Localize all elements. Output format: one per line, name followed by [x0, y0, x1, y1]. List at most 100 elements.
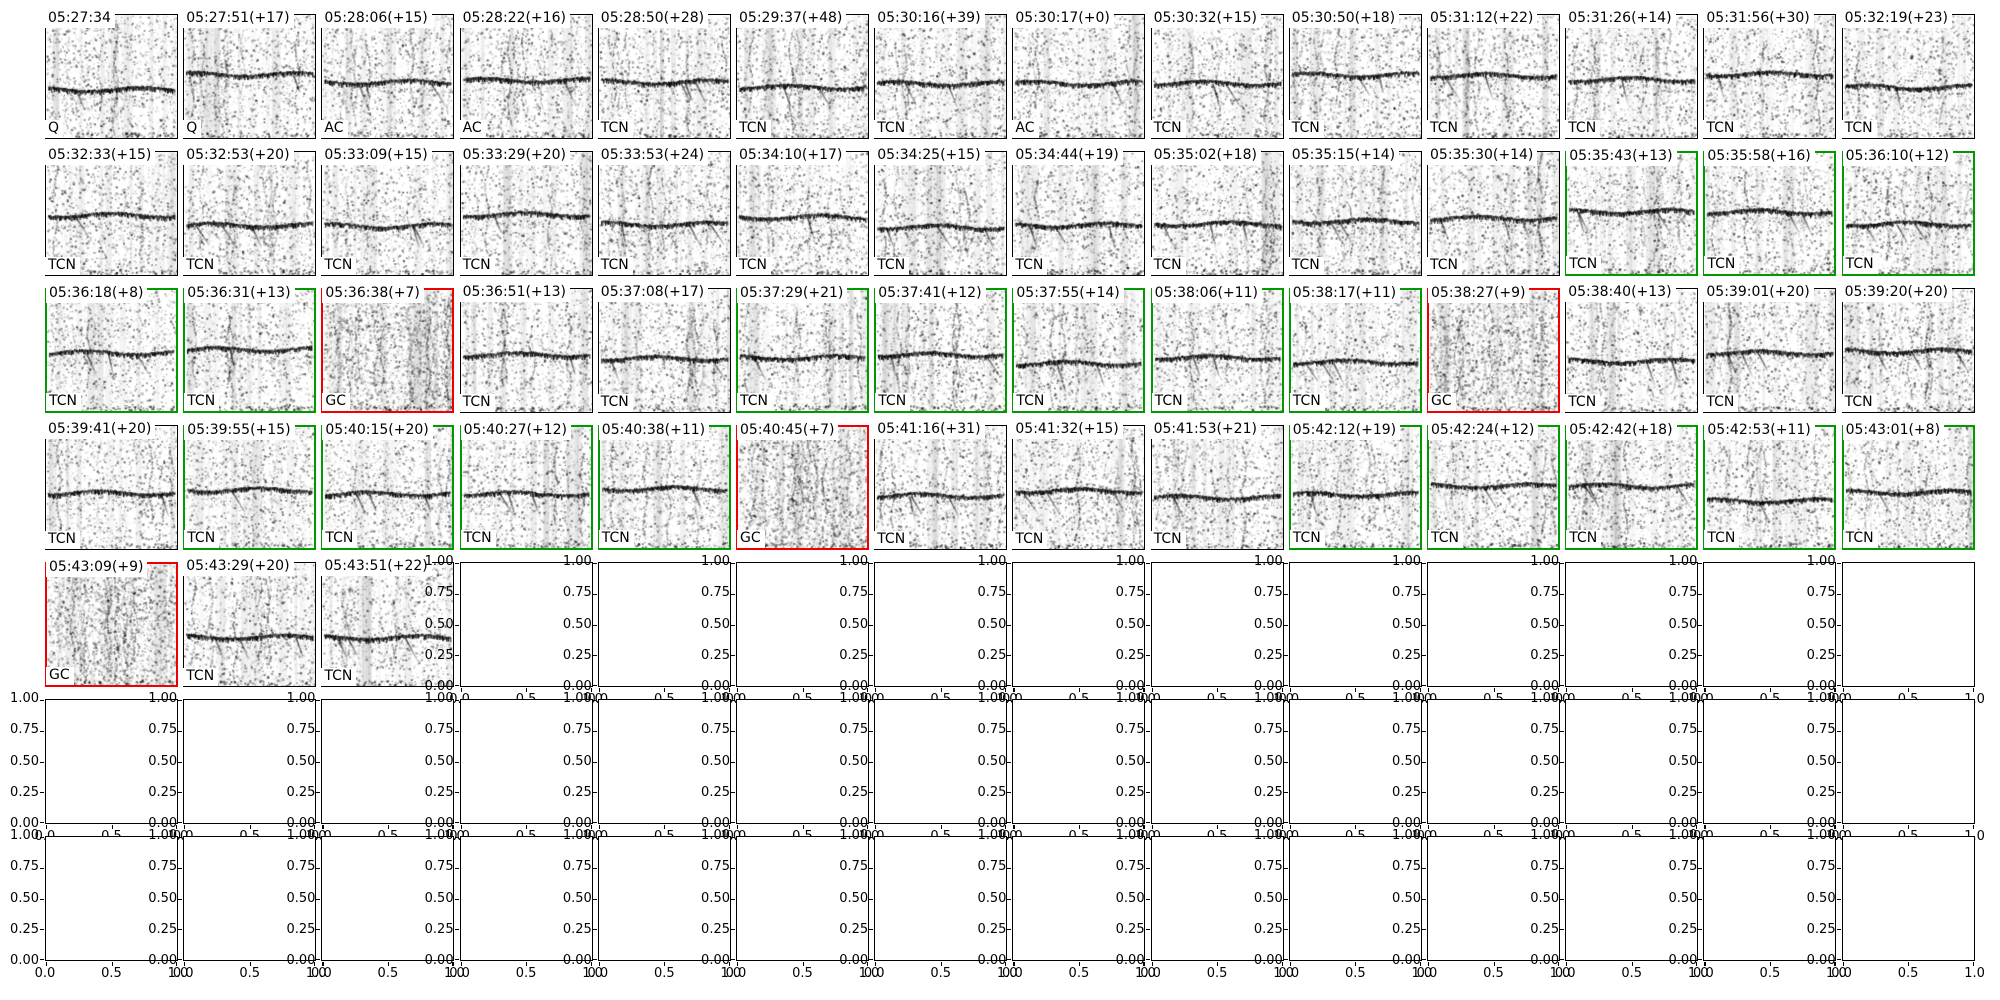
- cell-class-label: TCN: [737, 393, 772, 411]
- y-tick-mark: [316, 792, 321, 794]
- y-tick-label: 0.50: [10, 890, 39, 906]
- cell-timestamp: 05:39:41(+20): [45, 421, 156, 439]
- y-tick-label: 0.00: [148, 953, 178, 968]
- spectrogram-image: [323, 427, 453, 548]
- cell-timestamp: 05:29:37(+48): [736, 10, 847, 28]
- x-tick-mark: [314, 825, 316, 829]
- y-tick-label: 1.00: [977, 691, 1007, 706]
- y-tick-label: 0.25: [701, 647, 730, 663]
- y-tick-mark: [869, 593, 874, 595]
- y-tick-mark: [1283, 700, 1288, 702]
- spectrogram-cell: 05:42:53(+11) TCN: [1703, 422, 1837, 550]
- x-tick-mark: [1151, 688, 1153, 692]
- y-tick-mark: [1698, 700, 1703, 702]
- y-tick-label: 0.75: [977, 859, 1007, 875]
- y-tick-mark: [316, 837, 321, 839]
- y-tick-mark: [1698, 761, 1703, 763]
- spectrogram-cell: 05:32:33(+15) TCN: [45, 147, 178, 276]
- y-tick-mark: [178, 898, 183, 900]
- spectrogram-image: [598, 289, 730, 412]
- empty-axes-cell: [1145, 699, 1284, 829]
- y-tick-label: 0.75: [1253, 722, 1283, 738]
- y-tick-label: 0.50: [1253, 753, 1283, 769]
- y-tick-mark: [1283, 685, 1288, 687]
- x-tick-mark: [460, 962, 462, 966]
- y-tick-mark: [40, 761, 44, 763]
- y-tick-mark: [1283, 898, 1288, 900]
- x-tick-label: 0.0: [1140, 966, 1161, 981]
- y-tick-label: 0.75: [1115, 859, 1145, 875]
- y-tick-label: 0.75: [562, 859, 592, 875]
- y-tick-mark: [869, 837, 874, 839]
- y-tick-mark: [869, 730, 874, 732]
- y-tick-mark: [869, 822, 874, 824]
- y-tick-label: 0.50: [1530, 890, 1560, 906]
- spectrogram-image: [738, 427, 867, 548]
- x-tick-mark: [1696, 825, 1698, 829]
- x-tick-mark: [802, 825, 804, 829]
- y-tick-mark: [731, 837, 735, 839]
- y-tick-label: 0.50: [1253, 616, 1283, 632]
- spectrogram-cell: 05:43:01(+8) TCN: [1841, 422, 1975, 550]
- cell-class-label: TCN: [1566, 530, 1602, 548]
- y-tick-mark: [1560, 792, 1565, 794]
- y-tick-label: 0.50: [1115, 890, 1145, 906]
- y-tick-label: 1.00: [839, 554, 869, 569]
- y-tick-label: 0.25: [424, 921, 454, 937]
- y-tick-mark: [316, 700, 321, 702]
- cell-timestamp: 05:31:56(+30): [1703, 10, 1814, 28]
- spectrogram-cell: 05:40:15(+20) TCN: [321, 422, 455, 550]
- cell-class-label: TCN: [874, 120, 910, 138]
- y-tick-label: 1.00: [1253, 828, 1283, 843]
- y-tick-label: 1.00: [1392, 828, 1421, 843]
- cell-timestamp: 05:36:18(+8): [46, 285, 148, 303]
- cell-class-label: TCN: [1150, 257, 1186, 275]
- cell-timestamp: 05:37:55(+14): [1013, 285, 1124, 303]
- spectrogram-cell: 05:34:25(+15) TCN: [874, 147, 1008, 276]
- x-tick-mark: [1419, 688, 1421, 692]
- y-tick-mark: [1698, 822, 1703, 824]
- x-tick-label: 1.0: [1549, 966, 1571, 981]
- y-tick-mark: [454, 761, 459, 763]
- y-tick-mark: [1422, 624, 1426, 626]
- cell-timestamp: 05:35:30(+14): [1427, 147, 1538, 165]
- y-tick-label: 0.75: [701, 722, 730, 738]
- y-tick-mark: [731, 655, 735, 657]
- y-tick-label: 0.75: [977, 585, 1007, 601]
- y-tick-label: 0.00: [1668, 679, 1698, 694]
- spectrogram-cell: 05:34:10(+17) TCN: [736, 147, 869, 276]
- cell-class-label: TCN: [1703, 394, 1739, 412]
- y-tick-label: 0.00: [286, 953, 316, 968]
- y-tick-label: 1.00: [1115, 554, 1145, 569]
- y-tick-mark: [1007, 730, 1012, 732]
- spectrogram-image: [322, 15, 454, 138]
- y-tick-mark: [592, 898, 597, 900]
- y-tick-mark: [1283, 563, 1288, 565]
- spectrogram-image: [737, 152, 868, 275]
- y-tick-label: 0.75: [1806, 722, 1836, 738]
- y-tick-mark: [40, 929, 44, 931]
- spectrogram-cell: 05:36:38(+7) GC: [321, 285, 455, 413]
- spectrogram-image: [184, 152, 316, 275]
- spectrogram-cell: 05:37:55(+14) TCN: [1012, 285, 1146, 413]
- cell-class-label: TCN: [874, 531, 910, 549]
- x-tick-mark: [867, 825, 869, 829]
- y-tick-label: 0.25: [286, 921, 316, 937]
- y-tick-label: 0.25: [1253, 784, 1283, 800]
- x-tick-mark: [1013, 962, 1015, 966]
- y-tick-mark: [592, 685, 597, 687]
- cell-timestamp: 05:32:19(+23): [1841, 10, 1952, 28]
- spectrogram-image: [598, 15, 730, 138]
- x-tick-mark: [1696, 688, 1698, 692]
- y-tick-label: 0.50: [148, 753, 178, 769]
- y-tick-label: 0.50: [977, 890, 1007, 906]
- y-tick-label: 1.00: [1115, 691, 1145, 706]
- x-tick-label: 0.0: [1554, 966, 1576, 981]
- cell-timestamp: 05:28:22(+16): [459, 10, 570, 28]
- x-tick-label: 1.0: [305, 966, 327, 981]
- x-tick-mark: [802, 962, 804, 966]
- spectrogram-image: [1151, 426, 1283, 549]
- x-tick-label: 0.0: [311, 966, 332, 981]
- x-tick-mark: [322, 962, 324, 966]
- x-tick-mark: [1078, 688, 1081, 692]
